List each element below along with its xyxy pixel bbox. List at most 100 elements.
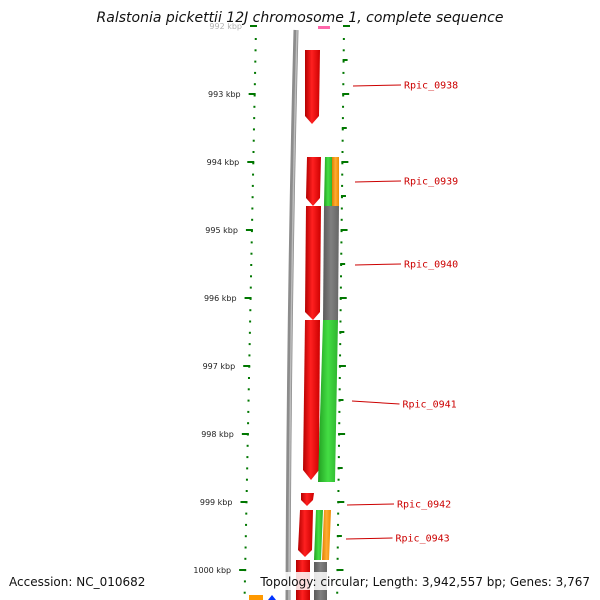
ruler-dot: [245, 478, 248, 481]
ruler-dot: [342, 71, 345, 74]
cog-green-Rpic_0939: [324, 157, 332, 206]
footer-bg-left: [4, 572, 154, 590]
ruler-dot: [245, 490, 248, 492]
ruler-dot: [252, 162, 255, 165]
ruler-dot: [246, 456, 249, 459]
ruler-dot: [247, 399, 250, 402]
ruler-dot: [251, 196, 254, 199]
ruler-dot: [342, 83, 345, 86]
ruler: 992 kbp 993 kbp 994 kbp 995 kbp 996 kbp 997 k…: [193, 22, 350, 575]
ruler-dot: [340, 207, 343, 210]
ruler-dot: [341, 184, 344, 187]
ruler-dot: [254, 60, 257, 63]
ruler-dot: [339, 309, 342, 312]
genome-stats: Topology: circular; Length: 3,942,557 bp…: [260, 575, 590, 589]
ruler-dot: [252, 139, 255, 142]
ruler-dot: [247, 422, 250, 425]
ruler-dot: [337, 444, 340, 447]
ruler-dot: [254, 71, 257, 74]
ruler-dot: [336, 546, 339, 549]
ruler-dot: [248, 331, 251, 334]
ruler-dot: [341, 173, 344, 176]
footer-bg-right: [256, 572, 596, 590]
gene-leader-line: [352, 84, 402, 87]
ruler-dot: [338, 377, 341, 379]
ruler-tick-label: 997 kbp: [203, 362, 236, 371]
ruler-dot: [342, 105, 345, 108]
feature-bottom-orange: [249, 595, 263, 600]
ruler-dot: [253, 94, 256, 97]
gene-leader-line: [351, 400, 400, 405]
ruler-dot: [338, 422, 341, 425]
ruler-dot: [252, 173, 255, 176]
ruler-dot: [341, 162, 344, 165]
cds-arrow-Rpic_0938[interactable]: [305, 50, 320, 124]
cog-green-Rpic_0941: [318, 320, 338, 482]
ruler-tick-label: 993 kbp: [208, 90, 241, 99]
ruler-dot: [247, 377, 250, 379]
gene-label[interactable]: Rpic_0940: [404, 260, 458, 271]
ruler-dot: [342, 38, 345, 40]
ruler-dot: [250, 275, 253, 278]
ruler-dot: [250, 264, 253, 266]
ruler-dot: [337, 490, 340, 492]
feature-top-pink: [318, 26, 330, 29]
ruler-dot: [251, 184, 254, 187]
gene-label[interactable]: Rpic_0943: [396, 534, 450, 545]
ruler-dot: [341, 151, 344, 153]
ruler-dot: [249, 286, 252, 289]
ruler-dot: [243, 591, 246, 594]
ruler-tick-label: 996 kbp: [204, 294, 237, 303]
gene-tracks: [249, 26, 339, 600]
ruler-dot: [253, 83, 256, 86]
ruler-dot: [342, 49, 345, 52]
ruler-dot: [341, 139, 344, 142]
ruler-dot: [339, 343, 342, 346]
ruler-tick-label: 1000 kbp: [193, 566, 231, 575]
ruler-tick-label: 994 kbp: [207, 158, 240, 167]
cds-arrow-Rpic_0941[interactable]: [303, 320, 320, 480]
ruler-dot: [342, 60, 345, 63]
ruler-dot: [339, 286, 342, 289]
ruler-dot: [250, 230, 253, 233]
ruler-dot: [247, 388, 250, 391]
gene-label[interactable]: Rpic_0942: [397, 500, 451, 511]
cds-arrow-Rpic_0943[interactable]: [298, 510, 313, 557]
ruler-dot: [338, 388, 341, 391]
ruler-dot: [246, 444, 249, 447]
ruler-dot: [340, 241, 343, 244]
ruler-dot: [251, 218, 254, 221]
ruler-tick-label: 999 kbp: [200, 498, 233, 507]
ruler-dot: [249, 320, 252, 323]
cds-arrow-Rpic_0940[interactable]: [305, 206, 321, 320]
ruler-dot: [337, 523, 340, 526]
ruler-dot: [337, 478, 340, 481]
ruler-dot: [254, 38, 257, 40]
ruler-dot: [340, 252, 343, 255]
gene-label[interactable]: Rpic_0939: [404, 177, 458, 188]
ruler-dot: [246, 467, 249, 470]
ruler-tick-label: 995 kbp: [205, 226, 238, 235]
cog-green-Rpic_0943: [314, 510, 323, 560]
gene-label[interactable]: Rpic_0938: [404, 81, 458, 92]
ruler-dot: [244, 546, 247, 549]
ruler-dot: [244, 535, 247, 538]
gene-label[interactable]: Rpic_0941: [403, 400, 457, 411]
ruler-dot: [339, 320, 342, 323]
ruler-dots-left: [243, 38, 257, 594]
ruler-dot: [243, 580, 246, 583]
backbone-highlight: [288, 29, 298, 600]
ruler-dot: [250, 241, 253, 244]
ruler-tick-label: 992 kbp: [209, 22, 242, 31]
ruler-dot: [340, 218, 343, 221]
cds-arrow-Rpic_0939[interactable]: [306, 157, 321, 206]
ruler-dot: [336, 557, 339, 560]
ruler-dot: [338, 410, 341, 413]
ruler-dot: [342, 94, 345, 97]
ruler-dot: [336, 591, 339, 594]
ruler-dot: [252, 151, 255, 153]
ruler-dot: [339, 354, 342, 357]
gene-leader-line: [345, 537, 393, 540]
cds-arrow-Rpic_0942[interactable]: [301, 493, 314, 506]
